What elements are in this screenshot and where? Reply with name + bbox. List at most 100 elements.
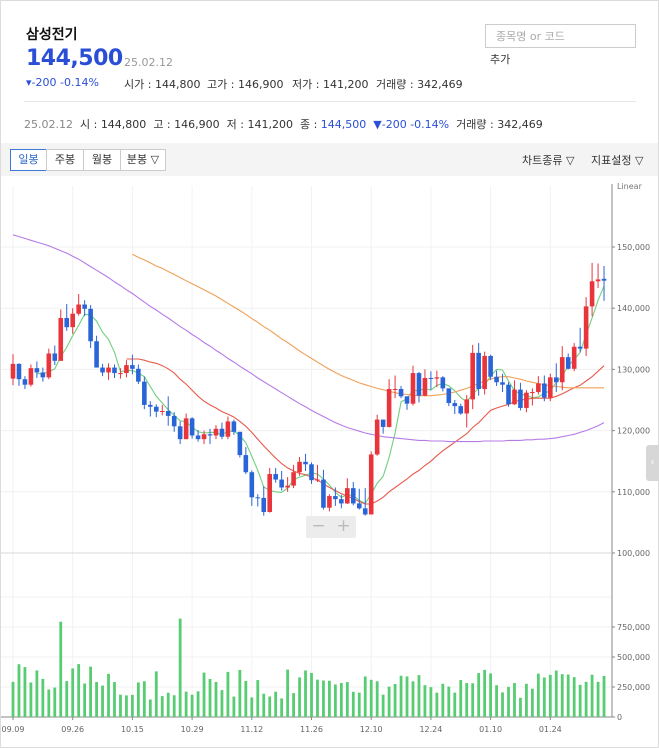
chart-type-menu[interactable]: 차트종류 ▽	[522, 154, 575, 167]
volume-bar	[136, 682, 140, 717]
volume-bar	[596, 681, 600, 717]
candle-body	[345, 488, 350, 504]
candle-body	[464, 399, 470, 414]
candle-body	[201, 434, 207, 440]
volume-bar	[530, 688, 534, 717]
volume-bar	[584, 681, 588, 717]
volume-bar	[339, 682, 343, 717]
volume-bar	[477, 673, 481, 717]
volume-bar	[429, 687, 433, 717]
volume-bar	[507, 686, 510, 717]
volume-bar	[71, 668, 75, 717]
candle-body	[207, 434, 213, 436]
zoom-in-button[interactable]: +	[336, 516, 351, 536]
candle-body	[428, 377, 434, 379]
candle-body	[410, 373, 416, 404]
candle-body	[261, 497, 267, 512]
add-button[interactable]: 추가	[490, 53, 511, 66]
volume-bar	[536, 673, 540, 717]
candle-body	[285, 485, 290, 488]
candle-body	[183, 418, 189, 440]
candle-body	[583, 306, 589, 349]
candle-body	[440, 377, 446, 389]
volume-bar	[423, 685, 427, 717]
candle-body	[339, 499, 344, 504]
candle-body	[452, 403, 458, 407]
search-input[interactable]	[485, 24, 636, 48]
volume-bar	[411, 681, 415, 717]
tab-minute[interactable]: 분봉 ▽	[120, 149, 166, 171]
x-tick-label: 10.15	[121, 725, 144, 734]
volume-bar	[447, 686, 451, 717]
volume-bar	[113, 682, 116, 717]
candle-body	[219, 428, 225, 437]
candle-body	[434, 377, 440, 379]
volume-bar	[316, 679, 319, 717]
candle-body	[386, 388, 392, 427]
volume-bar	[453, 692, 457, 717]
candle-body	[500, 382, 505, 385]
candle-body	[213, 428, 219, 436]
candle-body	[506, 384, 511, 405]
volume-bar	[154, 671, 158, 717]
candle-body	[416, 373, 422, 396]
y-tick-label: 150,000	[617, 243, 650, 252]
candle-body	[142, 381, 147, 405]
candle-body	[255, 497, 261, 499]
volume-bar	[226, 671, 230, 717]
volume-bar	[578, 684, 582, 717]
volume-bar	[513, 683, 516, 717]
indicator-menu[interactable]: 지표설정 ▽	[591, 154, 644, 167]
candle-body	[52, 353, 58, 361]
candle-body	[315, 479, 320, 481]
volume-bar	[351, 691, 355, 717]
candle-body	[559, 357, 565, 383]
candle-body	[10, 363, 16, 379]
x-tick-label: 12.24	[419, 725, 442, 734]
zoom-out-button[interactable]: −	[311, 516, 326, 536]
volume-tick-label: 750,000	[617, 623, 650, 632]
volume-bar	[602, 675, 606, 717]
volume-bar	[172, 695, 176, 717]
volume-bar	[387, 686, 391, 717]
candle-body	[130, 365, 135, 369]
volume-bar	[250, 697, 254, 717]
volume-bar	[441, 683, 445, 717]
volume-bar	[119, 694, 122, 717]
volume-bar	[381, 694, 385, 717]
tab-monthly[interactable]: 월봉	[83, 149, 121, 171]
candle-body	[136, 368, 141, 382]
candle-body	[362, 508, 368, 515]
volume-bar	[304, 670, 307, 717]
volume-bar	[333, 684, 337, 717]
candle-body	[571, 346, 577, 369]
tab-weekly[interactable]: 주봉	[46, 149, 84, 171]
y-tick-label: 110,000	[617, 488, 650, 497]
candle-body	[189, 418, 195, 436]
stat-high: 고가 : 146,900	[207, 78, 284, 91]
candle-body	[601, 278, 607, 281]
volume-bar	[268, 696, 272, 717]
volume-bar	[548, 674, 552, 717]
candle-body	[237, 431, 243, 456]
volume-bar	[196, 691, 200, 717]
y-tick-label: 120,000	[617, 427, 650, 436]
volume-bar	[519, 697, 522, 717]
candle-body	[488, 355, 493, 377]
side-panel-toggle[interactable]: ‹	[646, 445, 659, 481]
candle-body	[530, 392, 535, 394]
candle-body	[553, 377, 559, 383]
volume-bar	[572, 677, 576, 717]
volume-bar	[89, 666, 93, 717]
candle-body	[112, 367, 117, 374]
price-chart[interactable]: Linear 100,000 110,000 120,000 130,000 140,00…	[0, 176, 659, 748]
candle-body	[398, 388, 404, 397]
candle-body	[249, 472, 255, 498]
candle-body	[273, 474, 278, 480]
volume-bar	[262, 693, 266, 717]
candle-body	[40, 372, 46, 378]
volume-bar	[202, 672, 206, 717]
tab-daily[interactable]: 일봉	[10, 149, 47, 171]
volume-tick-label: 250,000	[617, 683, 650, 692]
volume-bar	[542, 677, 546, 717]
